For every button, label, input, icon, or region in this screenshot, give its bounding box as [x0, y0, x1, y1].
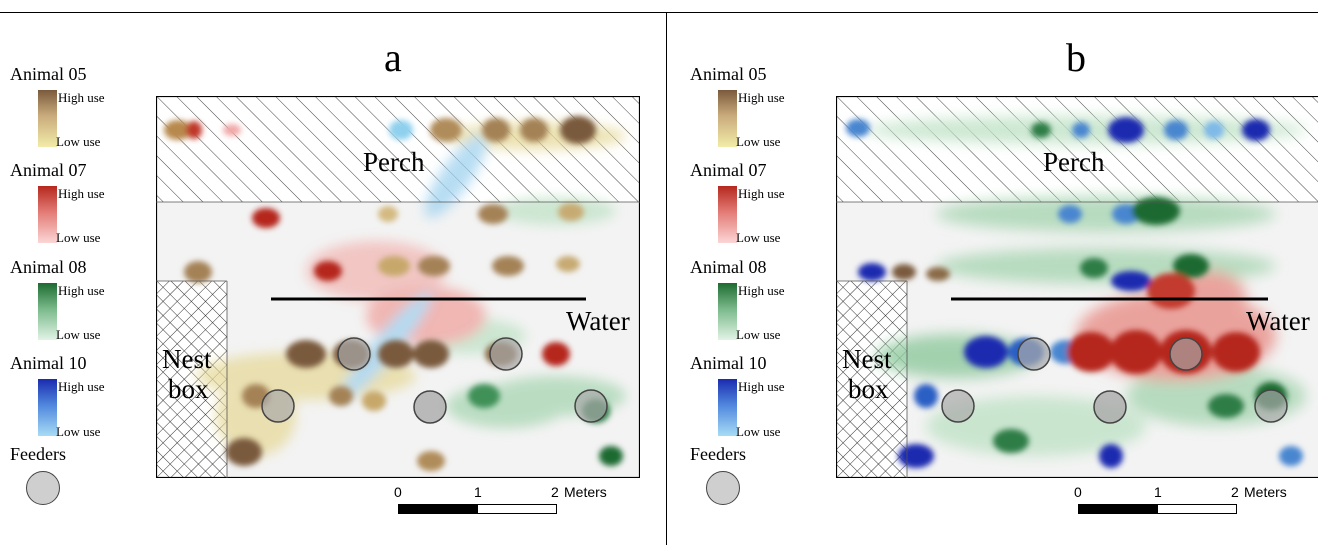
water-label: Water [566, 306, 630, 336]
legend-title-animal-07: Animal 07 [690, 160, 767, 180]
panel-letter: b [1066, 35, 1086, 80]
scale-segment [477, 504, 557, 514]
legend-high-label: High use [738, 283, 785, 298]
scale-tick-1: 1 [1154, 484, 1162, 500]
legend-high-label: High use [58, 90, 105, 105]
feeder [1017, 337, 1051, 371]
legend-title-animal-10: Animal 10 [690, 353, 767, 373]
scale-segment [1157, 504, 1237, 514]
nest-box-label-line1: Nest [162, 344, 212, 374]
heatmap-peaks [164, 116, 623, 471]
feeders [261, 337, 608, 424]
legend-ramp-animal-05 [718, 90, 737, 147]
scale-tick-0: 0 [394, 484, 402, 500]
legend-low-label: Low use [736, 424, 781, 439]
feeder [413, 390, 447, 424]
nest-box-label-line2: box [168, 374, 209, 404]
feeder [489, 337, 523, 371]
scale-segment [398, 504, 478, 514]
scale-unit: Meters [1244, 484, 1287, 500]
legend-low-label: Low use [736, 327, 781, 342]
enclosure-map: Perch Water Nest box [156, 96, 640, 478]
feeder [574, 389, 608, 423]
nest-box-zone [836, 281, 907, 478]
legend-low-label: Low use [56, 424, 101, 439]
legend-title-animal-05: Animal 05 [690, 64, 767, 84]
legend-title-animal-08: Animal 08 [690, 257, 767, 277]
feeder [941, 389, 975, 423]
feeder [261, 389, 295, 423]
perch-label: Perch [1043, 147, 1105, 177]
legend-ramp-animal-08 [38, 283, 57, 340]
legend-low-label: Low use [736, 134, 781, 149]
legend-high-label: High use [58, 283, 105, 298]
feeder-symbol-icon [706, 471, 740, 505]
nest-box-label-line1: Nest [842, 344, 892, 374]
panel-divider [666, 12, 667, 545]
legend-low-label: Low use [736, 230, 781, 245]
enclosure-map: Perch Water Nest box [836, 96, 1318, 478]
scale-tick-0: 0 [1074, 484, 1082, 500]
scale-unit: Meters [564, 484, 607, 500]
legend-ramp-animal-07 [718, 186, 737, 243]
scale-bar: 0 1 2 Meters [1074, 484, 1294, 524]
legend-title-animal-10: Animal 10 [10, 353, 87, 373]
legend-ramp-animal-08 [718, 283, 737, 340]
legend-high-label: High use [738, 90, 785, 105]
legend-title-feeders: Feeders [690, 444, 746, 464]
top-rule [0, 12, 1318, 13]
legend-ramp-animal-05 [38, 90, 57, 147]
legend-high-label: High use [58, 186, 105, 201]
feeder [337, 337, 371, 371]
legend-high-label: High use [738, 186, 785, 201]
legend-high-label: High use [738, 379, 785, 394]
legend-ramp-animal-07 [38, 186, 57, 243]
feeders [941, 337, 1288, 424]
feeder-symbol-icon [26, 471, 60, 505]
scale-bar: 0 1 2 Meters [394, 484, 614, 524]
feeder [1093, 390, 1127, 424]
perch-label: Perch [363, 147, 425, 177]
heatmap-peaks [846, 117, 1303, 468]
legend-ramp-animal-10 [718, 379, 737, 436]
legend-title-feeders: Feeders [10, 444, 66, 464]
scale-tick-2: 2 [551, 484, 559, 500]
legend-title-animal-07: Animal 07 [10, 160, 87, 180]
legend-low-label: Low use [56, 327, 101, 342]
perch-zone [836, 96, 1318, 202]
legend-ramp-animal-10 [38, 379, 57, 436]
panel-letter: a [384, 35, 402, 80]
feeder [1254, 389, 1288, 423]
legend-high-label: High use [58, 379, 105, 394]
scale-segment [1078, 504, 1158, 514]
feeder [1169, 337, 1203, 371]
nest-box-label-line2: box [848, 374, 889, 404]
legend-title-animal-05: Animal 05 [10, 64, 87, 84]
legend-low-label: Low use [56, 230, 101, 245]
legend-title-animal-08: Animal 08 [10, 257, 87, 277]
scale-tick-1: 1 [474, 484, 482, 500]
scale-tick-2: 2 [1231, 484, 1239, 500]
water-label: Water [1246, 306, 1310, 336]
legend-low-label: Low use [56, 134, 101, 149]
